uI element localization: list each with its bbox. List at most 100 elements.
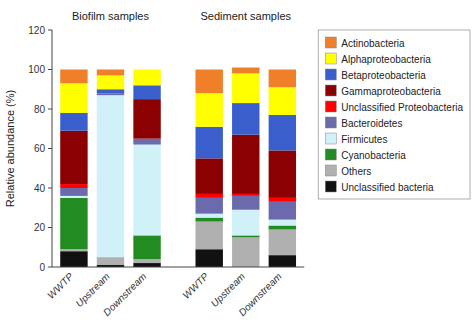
legend-swatch bbox=[325, 117, 336, 128]
x-tick-label: WWTP bbox=[180, 270, 210, 300]
bar-segment bbox=[232, 135, 259, 194]
background bbox=[0, 0, 474, 329]
bar-segment bbox=[133, 70, 160, 86]
bar-segment bbox=[269, 202, 296, 220]
legend-label: Actinobacteria bbox=[341, 38, 405, 49]
legend-label: Bacteroidetes bbox=[341, 118, 402, 129]
bar-segment bbox=[232, 73, 259, 103]
legend-swatch bbox=[325, 85, 336, 96]
bar-segment bbox=[195, 198, 222, 214]
y-tick-label: 100 bbox=[28, 64, 45, 75]
legend-label: Unclassified Proteobacteria bbox=[341, 102, 463, 113]
bar-segment bbox=[60, 184, 87, 188]
legend-label: Betaproteobacteria bbox=[341, 70, 426, 81]
y-axis-label: Relative abundance (%) bbox=[4, 90, 16, 207]
bar-segment bbox=[133, 139, 160, 145]
legend-swatch bbox=[325, 53, 336, 64]
bar-segment bbox=[60, 188, 87, 196]
y-tick-label: 120 bbox=[28, 25, 45, 36]
bar-segment bbox=[133, 99, 160, 139]
bar-segment bbox=[60, 196, 87, 198]
bar-segment bbox=[269, 115, 296, 151]
bar-segment bbox=[60, 70, 87, 84]
bar-segment bbox=[232, 237, 259, 267]
x-tick-label: WWTP bbox=[45, 270, 75, 300]
bar-segment bbox=[269, 229, 296, 255]
legend-label: Firmicutes bbox=[341, 134, 387, 145]
bar-segment bbox=[133, 69, 160, 70]
bar-segment bbox=[269, 70, 296, 88]
legend-swatch bbox=[325, 165, 336, 176]
bar-segment bbox=[97, 89, 124, 93]
legend: Actinobacteria Alphaproteobacteria Betapro… bbox=[318, 30, 470, 199]
bar-segment bbox=[269, 226, 296, 230]
bar-segment bbox=[232, 210, 259, 236]
y-tick-label: 0 bbox=[39, 262, 45, 273]
bar-segment bbox=[133, 145, 160, 236]
legend-label: Alphaproteobacteria bbox=[341, 54, 431, 65]
legend-label: Gammaproteobacteria bbox=[341, 86, 441, 97]
y-tick-label: 60 bbox=[34, 143, 46, 154]
bar-segment bbox=[60, 251, 87, 267]
bar-segment bbox=[133, 85, 160, 99]
legend-label: Cyanobacteria bbox=[341, 150, 406, 161]
y-tick bbox=[48, 148, 52, 149]
bar-segment bbox=[232, 194, 259, 196]
y-tick bbox=[48, 188, 52, 189]
y-tick bbox=[48, 267, 52, 268]
y-tick-label: 40 bbox=[34, 183, 46, 194]
x-tick-label: Upstream bbox=[209, 271, 247, 309]
legend-label: Others bbox=[341, 166, 371, 177]
x-axis bbox=[52, 267, 304, 268]
legend-swatch bbox=[325, 101, 336, 112]
legend-swatch bbox=[325, 69, 336, 80]
bar-segment bbox=[232, 196, 259, 210]
group-label: Sediment samples bbox=[201, 10, 292, 22]
bar-segment bbox=[232, 235, 259, 237]
legend-swatch bbox=[325, 37, 336, 48]
legend-frame bbox=[318, 30, 470, 199]
bar-segment bbox=[195, 218, 222, 222]
legend-label: Unclassified bacteria bbox=[341, 182, 434, 193]
bar-segment bbox=[97, 75, 124, 89]
bar-segment bbox=[269, 198, 296, 202]
y-tick-label: 80 bbox=[34, 104, 46, 115]
bar-segment bbox=[269, 87, 296, 115]
x-tick-label: Upstream bbox=[73, 271, 111, 309]
bars bbox=[60, 68, 296, 267]
bar-segment bbox=[195, 194, 222, 198]
bar-segment bbox=[195, 93, 222, 127]
bar-segment bbox=[195, 70, 222, 94]
bar-segment bbox=[195, 214, 222, 218]
bar-segment bbox=[133, 259, 160, 263]
y-tick bbox=[48, 30, 52, 31]
bar-segment bbox=[269, 220, 296, 226]
bar-segment bbox=[97, 257, 124, 265]
bar-segment bbox=[60, 249, 87, 251]
bar-segment bbox=[60, 113, 87, 131]
y-tick bbox=[48, 227, 52, 228]
bar-segment bbox=[97, 95, 124, 257]
bar-segment bbox=[269, 150, 296, 197]
bar-segment bbox=[269, 255, 296, 267]
bar-segment bbox=[232, 68, 259, 74]
bar-segment bbox=[195, 158, 222, 194]
bar-segment bbox=[60, 198, 87, 249]
bar-segment bbox=[195, 249, 222, 267]
chart: Actinobacteria Alphaproteobacteria Betapro… bbox=[0, 0, 474, 329]
bar-segment bbox=[195, 127, 222, 159]
x-tick-label: Downstream bbox=[101, 271, 148, 318]
y-tick-label: 20 bbox=[34, 222, 46, 233]
bar-segment bbox=[60, 131, 87, 184]
legend-swatch bbox=[325, 181, 336, 192]
bar-segment bbox=[60, 83, 87, 113]
y-tick bbox=[48, 69, 52, 70]
legend-swatch bbox=[325, 149, 336, 160]
bar-segment bbox=[133, 235, 160, 259]
bar-segment bbox=[133, 263, 160, 267]
legend-swatch bbox=[325, 133, 336, 144]
y-tick bbox=[48, 109, 52, 110]
x-tick-label: Downstream bbox=[236, 271, 283, 318]
group-label: Biofilm samples bbox=[72, 10, 150, 22]
bar-segment bbox=[97, 70, 124, 76]
